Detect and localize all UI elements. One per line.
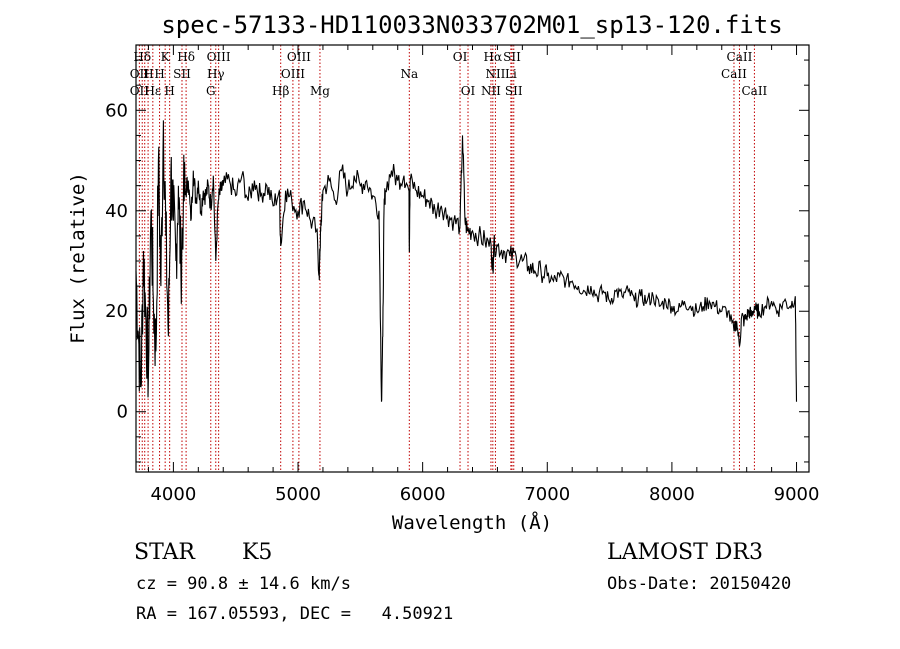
line-marker-label: CaII bbox=[721, 67, 747, 81]
x-tick-label: 4000 bbox=[150, 484, 196, 505]
y-tick-label: 20 bbox=[105, 301, 128, 322]
line-marker-label: NII bbox=[485, 67, 505, 81]
line-marker-label: H bbox=[154, 67, 164, 81]
coordinates: RA = 167.05593, DEC = 4.50921 bbox=[136, 604, 454, 624]
emission-line-markers bbox=[138, 45, 755, 472]
line-marker-label: G bbox=[206, 84, 216, 98]
spectrum-line bbox=[135, 120, 798, 402]
spectral-subclass: K5 bbox=[242, 540, 273, 565]
object-class: STAR bbox=[134, 540, 195, 565]
line-marker-label: SII bbox=[505, 84, 523, 98]
line-marker-label: SII bbox=[173, 67, 191, 81]
line-marker-label: K bbox=[161, 50, 171, 64]
x-axis-label: Wavelength (Å) bbox=[392, 511, 552, 534]
line-marker-label: OII bbox=[130, 67, 150, 81]
y-axis-label: Flux (relative) bbox=[67, 172, 89, 344]
y-axis-ticks: 0 20 40 60 bbox=[105, 59, 809, 463]
line-marker-label: Hα bbox=[484, 50, 503, 64]
line-marker-label: OIII bbox=[281, 67, 305, 81]
line-marker-label: H bbox=[164, 84, 174, 98]
plot-frame bbox=[135, 44, 810, 473]
chart-title: spec-57133-HD110033N033702M01_sp13-120.f… bbox=[161, 11, 782, 39]
line-marker-label: H bbox=[143, 67, 153, 81]
line-marker-label: Mg bbox=[310, 84, 330, 98]
x-tick-label: 7000 bbox=[524, 484, 570, 505]
x-tick-label: 6000 bbox=[400, 484, 446, 505]
spectrum-series bbox=[135, 120, 798, 402]
line-marker-label: Na bbox=[400, 67, 418, 81]
line-marker-label: CaII bbox=[727, 50, 753, 64]
line-marker-label: Hγ bbox=[207, 67, 225, 81]
survey-name: LAMOST DR3 bbox=[607, 540, 763, 565]
x-tick-label: 8000 bbox=[649, 484, 695, 505]
redshift-velocity: cz = 90.8 ± 14.6 km/s bbox=[136, 574, 351, 594]
line-marker-label: Hβ bbox=[272, 84, 289, 98]
line-marker-label: CaII bbox=[741, 84, 767, 98]
line-marker-label: OI bbox=[461, 84, 476, 98]
y-tick-label: 60 bbox=[105, 100, 128, 121]
observation-date: Obs-Date: 20150420 bbox=[607, 574, 792, 594]
line-marker-label: OII bbox=[130, 84, 150, 98]
x-tick-label: 9000 bbox=[774, 484, 820, 505]
line-marker-label: SII bbox=[503, 50, 521, 64]
line-marker-label: Li bbox=[505, 67, 517, 81]
line-marker-label: NII bbox=[481, 84, 501, 98]
line-marker-label: OI bbox=[453, 50, 468, 64]
line-marker-label: Hδ bbox=[177, 50, 195, 64]
line-marker-label: Hε bbox=[144, 84, 161, 98]
x-tick-label: 5000 bbox=[275, 484, 321, 505]
y-tick-label: 40 bbox=[105, 201, 128, 222]
x-axis-ticks: 4000 5000 6000 7000 8000 9000 bbox=[147, 45, 820, 505]
y-tick-label: 0 bbox=[117, 402, 128, 423]
line-marker-label: OIII bbox=[287, 50, 311, 64]
line-marker-label: OIII bbox=[207, 50, 231, 64]
